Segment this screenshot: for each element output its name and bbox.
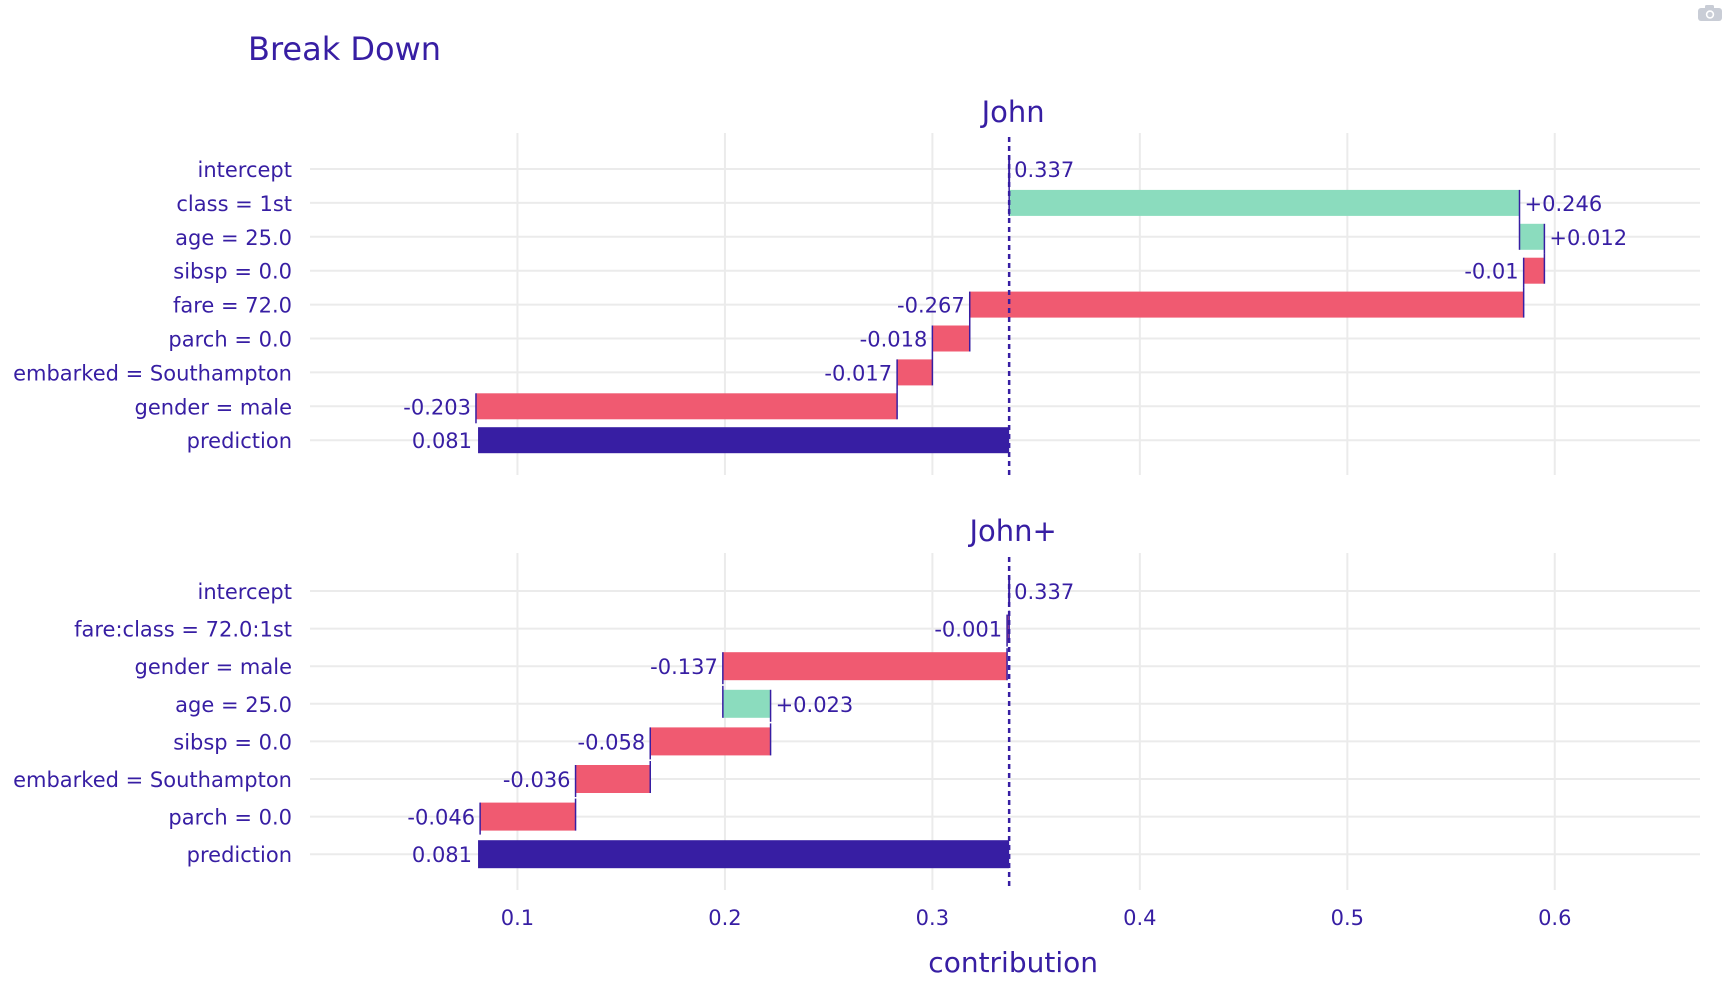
row-label: age = 25.0 [175, 226, 292, 250]
positive-bar [1519, 223, 1545, 250]
row-label: fare = 72.0 [173, 294, 292, 318]
data-label: +0.023 [776, 693, 854, 717]
x-tick-label: 0.6 [1538, 906, 1571, 930]
negative-bar [969, 291, 1524, 318]
negative-bar [897, 359, 933, 386]
x-tick-label: 0.2 [708, 906, 741, 930]
x-tick-label: 0.5 [1331, 906, 1364, 930]
negative-bar [480, 802, 576, 831]
row-label: sibsp = 0.0 [173, 260, 292, 284]
row-label: prediction [187, 429, 292, 453]
row-label: intercept [198, 580, 293, 604]
negative-bar [932, 325, 970, 352]
negative-bar [1523, 257, 1545, 284]
data-label: 0.337 [1014, 580, 1074, 604]
row-label: fare:class = 72.0:1st [74, 618, 292, 642]
panel-title: John [980, 95, 1045, 129]
data-label: 0.081 [412, 843, 472, 867]
data-label: -0.058 [578, 730, 646, 754]
positive-bar [722, 689, 771, 718]
data-label: -0.001 [934, 618, 1002, 642]
data-label: -0.018 [860, 328, 928, 352]
negative-bar [650, 727, 771, 756]
panel-title: John+ [967, 514, 1056, 548]
data-label: 0.337 [1014, 158, 1074, 182]
row-label: parch = 0.0 [168, 806, 292, 830]
row-label: age = 25.0 [175, 693, 292, 717]
data-label: +0.012 [1549, 226, 1627, 250]
row-label: sibsp = 0.0 [173, 730, 292, 754]
row-label: class = 1st [176, 192, 292, 216]
data-label: -0.01 [1464, 260, 1518, 284]
negative-bar [1007, 614, 1010, 643]
camera-icon[interactable] [1697, 4, 1723, 22]
negative-bar [475, 393, 898, 420]
data-label: -0.203 [403, 395, 471, 419]
row-label: intercept [198, 158, 293, 182]
row-label: prediction [187, 843, 292, 867]
data-label: -0.137 [650, 655, 718, 679]
positive-bar [1009, 189, 1520, 216]
prediction-bar [478, 840, 1010, 869]
x-axis-label: contribution [928, 946, 1098, 979]
data-label: 0.081 [412, 429, 472, 453]
data-label: -0.036 [503, 768, 571, 792]
x-tick-label: 0.3 [916, 906, 949, 930]
x-tick-label: 0.4 [1123, 906, 1156, 930]
x-tick-label: 0.1 [501, 906, 534, 930]
prediction-bar [478, 427, 1010, 454]
data-label: -0.046 [407, 806, 475, 830]
data-label: +0.246 [1525, 192, 1603, 216]
negative-bar [575, 765, 651, 793]
row-label: embarked = Southampton [13, 768, 292, 792]
row-label: gender = male [135, 395, 292, 419]
data-label: -0.267 [897, 294, 965, 318]
chart-title: Break Down [248, 30, 442, 68]
row-label: gender = male [135, 655, 292, 679]
row-label: parch = 0.0 [168, 328, 292, 352]
data-label: -0.017 [824, 361, 892, 385]
negative-bar [722, 652, 1008, 681]
row-label: embarked = Southampton [13, 361, 292, 385]
